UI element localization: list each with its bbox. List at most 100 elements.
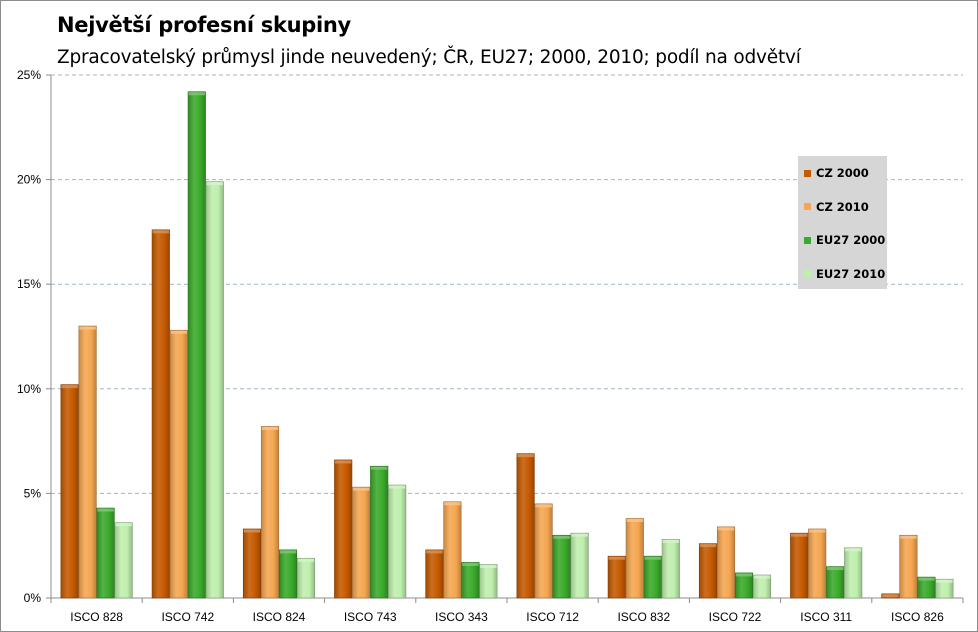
bar bbox=[698, 543, 718, 599]
bar bbox=[790, 532, 809, 599]
bar-highlight bbox=[936, 579, 953, 583]
bar-highlight bbox=[462, 562, 479, 566]
legend-swatch bbox=[804, 236, 811, 244]
legend: CZ 2000 CZ 2010 EU27 2000 EU27 2010 bbox=[798, 156, 887, 289]
legend-label: CZ 2000 bbox=[816, 166, 869, 180]
x-tick-label: ISCO 832 bbox=[617, 610, 670, 624]
legend-label: EU27 2000 bbox=[816, 233, 886, 247]
legend-swatch bbox=[804, 270, 811, 277]
bar-highlight bbox=[735, 573, 753, 577]
legend-swatch bbox=[804, 203, 811, 210]
bar bbox=[516, 453, 535, 599]
bar bbox=[151, 229, 170, 599]
bar-highlight bbox=[699, 544, 717, 548]
bar bbox=[607, 555, 626, 599]
x-tick-label: ISCO 343 bbox=[435, 610, 488, 624]
bar bbox=[187, 91, 206, 599]
bar bbox=[334, 459, 353, 599]
bar bbox=[296, 557, 316, 599]
x-tick-label: ISCO 743 bbox=[344, 610, 397, 624]
bar bbox=[570, 532, 589, 599]
bar bbox=[643, 555, 662, 599]
bar-highlight bbox=[517, 454, 534, 458]
x-tick-label: ISCO 742 bbox=[161, 610, 214, 624]
bar bbox=[425, 549, 444, 599]
chart-title: Největší profesní skupiny bbox=[57, 13, 351, 37]
bar-highlight bbox=[790, 533, 808, 537]
legend-label: EU27 2010 bbox=[816, 266, 886, 281]
legend-label: CZ 2010 bbox=[816, 199, 869, 214]
legend-item: EU27 2000 bbox=[804, 231, 885, 249]
bar-highlight bbox=[97, 508, 114, 512]
bar bbox=[552, 534, 571, 599]
bar bbox=[661, 539, 680, 599]
bar-highlight bbox=[79, 326, 96, 330]
bar-highlight bbox=[444, 502, 461, 506]
bar bbox=[388, 484, 407, 599]
bar-highlight bbox=[388, 485, 406, 489]
bar bbox=[370, 465, 389, 599]
bar bbox=[479, 564, 498, 599]
bar-highlight bbox=[608, 556, 626, 560]
bar-highlight bbox=[61, 385, 78, 389]
y-tick-label: 5% bbox=[24, 486, 42, 500]
bar bbox=[826, 566, 845, 599]
bar-highlight bbox=[571, 533, 588, 537]
bar bbox=[917, 576, 936, 599]
bar bbox=[734, 572, 754, 599]
y-tick-label: 20% bbox=[17, 173, 41, 187]
bar bbox=[78, 325, 97, 599]
legend-swatch bbox=[804, 169, 811, 177]
legend-item: CZ 2000 bbox=[804, 164, 869, 182]
bar-highlight bbox=[188, 92, 206, 96]
x-tick-label: ISCO 722 bbox=[709, 610, 762, 624]
bar bbox=[443, 501, 462, 599]
bar-highlight bbox=[152, 230, 170, 234]
bar-highlight bbox=[352, 487, 370, 491]
bar-highlight bbox=[753, 575, 771, 579]
legend-item: EU27 2010 bbox=[804, 265, 885, 283]
bar bbox=[899, 534, 918, 599]
bar-highlight bbox=[535, 504, 552, 508]
bar bbox=[278, 549, 298, 599]
bar bbox=[752, 574, 772, 599]
x-tick-label: ISCO 826 bbox=[891, 610, 944, 624]
bar-highlight bbox=[261, 426, 279, 430]
bar-highlight bbox=[553, 535, 570, 539]
bar bbox=[242, 528, 262, 599]
bar-highlight bbox=[882, 594, 899, 598]
bar-highlight bbox=[844, 548, 862, 552]
x-tick-label: ISCO 712 bbox=[526, 610, 579, 624]
bar bbox=[625, 518, 644, 599]
bar-highlight bbox=[480, 565, 497, 569]
x-tick-label: ISCO 828 bbox=[70, 610, 123, 624]
bar-highlight bbox=[170, 330, 188, 334]
bar bbox=[260, 426, 280, 599]
y-tick-label: 15% bbox=[17, 277, 41, 291]
x-tick-label: ISCO 824 bbox=[253, 610, 306, 624]
bar bbox=[205, 181, 224, 599]
bar-highlight bbox=[826, 567, 844, 571]
chart-subtitle: Zpracovatelský průmysl jinde neuvedený; … bbox=[57, 47, 801, 68]
bar-highlight bbox=[626, 519, 644, 523]
bar bbox=[716, 526, 736, 599]
bar bbox=[844, 547, 863, 599]
y-tick-label: 25% bbox=[17, 68, 41, 82]
y-tick-label: 0% bbox=[24, 591, 42, 605]
bar-highlight bbox=[662, 539, 680, 543]
bar-highlight bbox=[243, 529, 261, 533]
bar-highlight bbox=[644, 556, 662, 560]
bar bbox=[534, 503, 553, 599]
bar-highlight bbox=[279, 550, 297, 554]
bar bbox=[808, 528, 827, 599]
legend-item: CZ 2010 bbox=[804, 198, 869, 216]
bar-highlight bbox=[297, 558, 315, 562]
bar bbox=[935, 578, 954, 599]
bar bbox=[114, 522, 133, 599]
bars bbox=[60, 91, 954, 599]
bar-highlight bbox=[370, 466, 388, 470]
y-tick-label: 10% bbox=[17, 382, 41, 396]
bar bbox=[60, 384, 79, 599]
